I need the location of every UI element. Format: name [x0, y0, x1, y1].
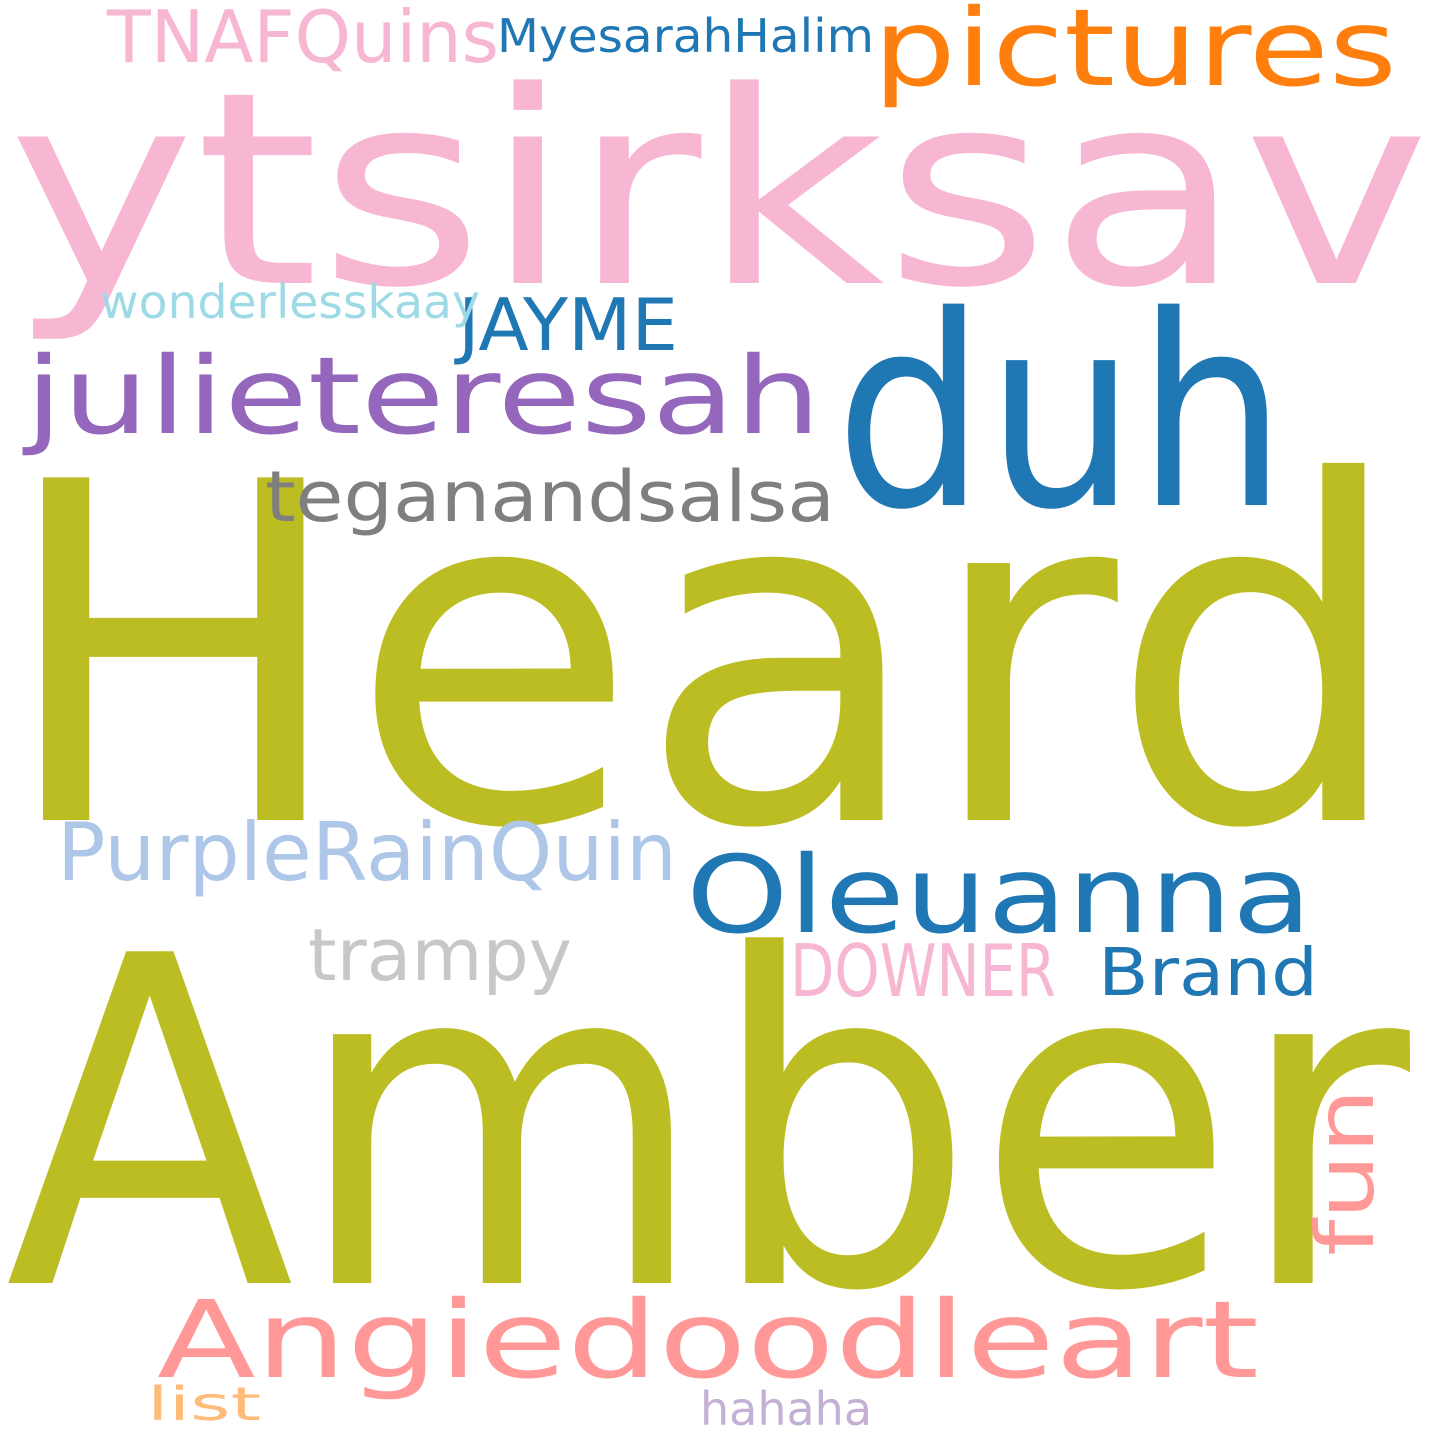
word-wonderlesskaay: wonderlesskaay — [100, 275, 480, 329]
word-oleuanna: Oleuanna — [686, 834, 1312, 958]
word-julieteresah: julieteresah — [22, 335, 821, 459]
word-tnafquins: TNAFQuins — [106, 0, 499, 79]
word-amber: Amber — [5, 862, 1415, 1391]
word-jayme: JAYME — [454, 283, 678, 367]
word-downer: DOWNER — [790, 929, 1056, 1013]
word-heard: Heard — [0, 384, 1407, 931]
word-brand: Brand — [1098, 934, 1318, 1011]
word-pictures: pictures — [873, 0, 1397, 111]
word-duh: duh — [835, 260, 1287, 568]
word-teganandsalsa: teganandsalsa — [265, 456, 835, 538]
word-ytsirksav: ytsirksav — [8, 35, 1430, 347]
word-list: list — [147, 1377, 261, 1431]
word-purplerainquin: PurpleRainQuin — [57, 806, 677, 899]
word-hahaha: hahaha — [700, 1382, 872, 1436]
word-angiedoodleart: Angiedoodleart — [157, 1279, 1259, 1403]
word-fun: fun — [1299, 1088, 1392, 1256]
word-myesarahhalim: MyesarahHalim — [497, 9, 874, 63]
word-trampy: trampy — [308, 913, 572, 997]
